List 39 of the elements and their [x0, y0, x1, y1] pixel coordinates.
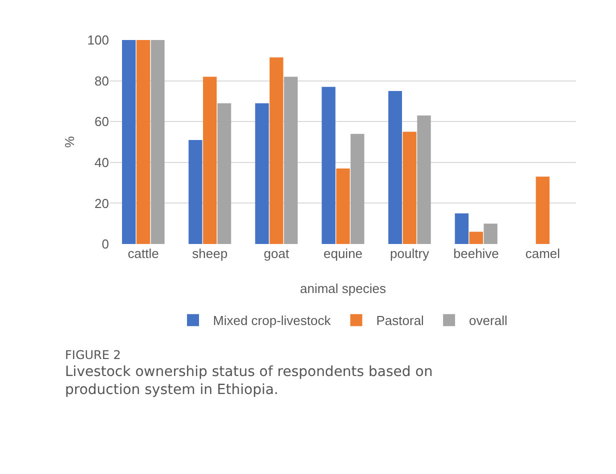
legend-label: Mixed crop-livestock: [213, 313, 332, 328]
y-tick-label: 40: [94, 154, 109, 170]
bar: [388, 91, 402, 244]
bar: [402, 132, 416, 244]
x-tick-label: sheep: [192, 246, 228, 261]
x-tick-label: camel: [525, 246, 560, 261]
bar: [136, 40, 150, 244]
bar: [536, 176, 550, 244]
bar: [322, 86, 336, 244]
bar: [484, 224, 498, 244]
bar: [188, 140, 202, 244]
bar: [217, 103, 232, 244]
bar: [284, 76, 298, 244]
x-tick-label: goat: [264, 246, 290, 261]
x-tick-label: equine: [323, 246, 363, 261]
bar: [270, 57, 284, 244]
bar: [417, 115, 431, 244]
y-tick-label: 20: [94, 196, 109, 211]
y-axis-title: %: [62, 136, 77, 148]
bar: [454, 213, 469, 244]
y-tick-label: 0: [102, 236, 109, 252]
bar: [350, 134, 364, 244]
y-tick-label: 60: [94, 114, 109, 130]
x-tick-label: beehive: [453, 246, 499, 261]
bar: [150, 40, 165, 244]
x-tick-label: poultry: [390, 246, 430, 261]
bar: [469, 232, 483, 244]
bar: [122, 40, 136, 244]
x-tick-label: cattle: [128, 246, 159, 261]
legend-label: Pastoral: [376, 313, 424, 328]
y-tick-label: 100: [87, 32, 109, 48]
bar: [203, 76, 217, 244]
legend-label: overall: [469, 313, 508, 328]
bar: [336, 168, 350, 244]
y-tick-label: 80: [94, 73, 109, 88]
x-axis-title: animal species: [300, 281, 386, 296]
text: Livestock ownership status of respondents based on production system in Ethiopia.: [65, 364, 433, 398]
caption: FIGURE 2: [65, 348, 121, 362]
bar: [255, 103, 269, 244]
